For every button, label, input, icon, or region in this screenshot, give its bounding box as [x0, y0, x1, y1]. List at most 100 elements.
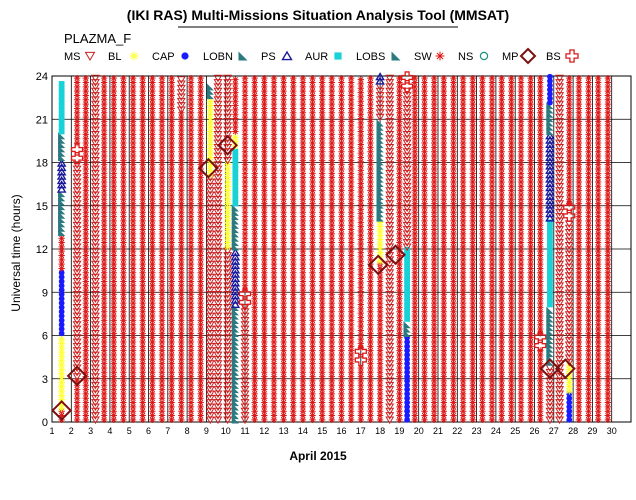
region-marker-sw — [280, 135, 287, 142]
region-marker-sw — [479, 312, 486, 320]
region-marker-ms — [176, 80, 186, 89]
region-marker-sw — [270, 369, 278, 376]
region-marker-sw — [498, 273, 505, 281]
region-marker-sw — [411, 92, 419, 99]
region-marker-lobn — [546, 306, 554, 314]
region-marker-sw — [527, 174, 534, 181]
region-marker-sw — [120, 178, 127, 186]
region-marker-ms — [564, 293, 574, 302]
region-marker-ms — [90, 321, 100, 329]
region-marker-sw — [488, 243, 496, 251]
region-marker-sw — [376, 373, 384, 380]
region-marker-sw — [498, 243, 505, 251]
region-marker-sw — [440, 321, 447, 328]
region-marker-sw — [82, 87, 89, 95]
region-marker-ms — [555, 156, 565, 165]
region-marker-sw — [517, 152, 525, 160]
region-marker-sw — [73, 139, 81, 147]
region-marker-bl — [224, 221, 232, 229]
region-marker-aur — [232, 200, 239, 207]
region-marker-sw — [261, 105, 268, 112]
region-marker-sw — [241, 230, 249, 238]
region-marker-sw — [168, 222, 175, 229]
region-marker-sw — [376, 369, 384, 376]
region-marker-sw — [158, 364, 166, 372]
region-marker-sw — [309, 222, 316, 229]
region-marker-sw — [299, 209, 307, 216]
region-marker-sw — [120, 239, 127, 246]
region-marker-sw — [168, 265, 175, 272]
region-marker-sw — [139, 252, 146, 259]
region-marker-bl — [58, 370, 66, 378]
region-marker-sw — [309, 247, 316, 255]
region-marker-sw — [280, 170, 287, 177]
region-marker-ms — [72, 265, 82, 273]
region-marker-sw — [479, 364, 486, 372]
region-marker-sw — [367, 144, 374, 151]
region-marker-ms — [223, 87, 233, 96]
region-marker-sw — [309, 144, 316, 151]
region-marker-sw — [459, 174, 467, 181]
region-marker-sw — [469, 113, 476, 121]
region-marker-ms — [240, 342, 250, 351]
region-marker-sw — [82, 230, 89, 238]
region-marker-sw — [168, 100, 175, 108]
region-marker-sw — [517, 377, 525, 385]
region-marker-sw — [319, 113, 326, 121]
region-marker-sw — [328, 403, 336, 411]
region-marker-lobn — [546, 328, 554, 336]
region-marker-sw — [251, 347, 258, 354]
region-marker-sw — [251, 265, 258, 272]
region-marker-sw — [517, 148, 525, 155]
region-marker-sw — [139, 312, 146, 320]
region-marker-sw — [319, 230, 326, 238]
region-marker-sw — [139, 407, 146, 415]
region-marker-sw — [450, 317, 457, 324]
region-marker-sw — [396, 308, 403, 315]
region-marker-sw — [241, 256, 249, 264]
region-marker-sw — [508, 334, 515, 341]
region-marker-sw — [187, 356, 195, 363]
region-marker-sw — [469, 122, 476, 129]
region-marker-sw — [149, 92, 156, 99]
region-marker-sw — [396, 403, 403, 411]
region-marker-sw — [120, 369, 127, 376]
region-marker-ms — [90, 412, 100, 420]
region-marker-sw — [575, 183, 583, 190]
region-marker-sw — [517, 92, 525, 99]
region-marker-sw — [367, 278, 374, 285]
region-marker-ms — [72, 334, 82, 342]
region-marker-sw — [430, 256, 438, 264]
region-marker-sw — [498, 100, 505, 108]
region-marker-sw — [139, 265, 146, 272]
region-marker-ms — [205, 195, 215, 204]
region-marker-sw — [450, 105, 457, 112]
region-marker-sw — [347, 304, 355, 311]
region-marker-sw — [100, 321, 108, 328]
region-marker-sw — [120, 256, 127, 264]
region-marker-ms — [385, 416, 395, 425]
region-marker-sw — [585, 369, 592, 376]
region-marker-sw — [251, 356, 258, 363]
region-marker-sw — [197, 213, 204, 220]
region-marker-ms — [72, 273, 82, 282]
region-marker-sw — [158, 338, 166, 346]
region-marker-sw — [440, 178, 447, 186]
region-marker-sw — [450, 377, 457, 385]
region-marker-sw — [575, 407, 583, 415]
region-marker-sw — [357, 106, 364, 114]
region-marker-sw — [197, 126, 204, 134]
region-marker-ms — [176, 97, 186, 106]
region-marker-sw — [168, 187, 175, 194]
region-marker-sw — [411, 204, 419, 212]
region-marker-sw — [440, 148, 447, 155]
region-marker-ms — [385, 286, 395, 295]
region-marker-sw — [459, 403, 467, 411]
region-marker-sw — [450, 200, 457, 207]
region-marker-sw — [187, 126, 195, 134]
region-marker-ms — [223, 412, 233, 420]
region-marker-sw — [280, 395, 287, 402]
region-marker-sw — [347, 209, 355, 216]
region-marker-sw — [328, 118, 336, 125]
region-marker-sw — [187, 139, 195, 147]
